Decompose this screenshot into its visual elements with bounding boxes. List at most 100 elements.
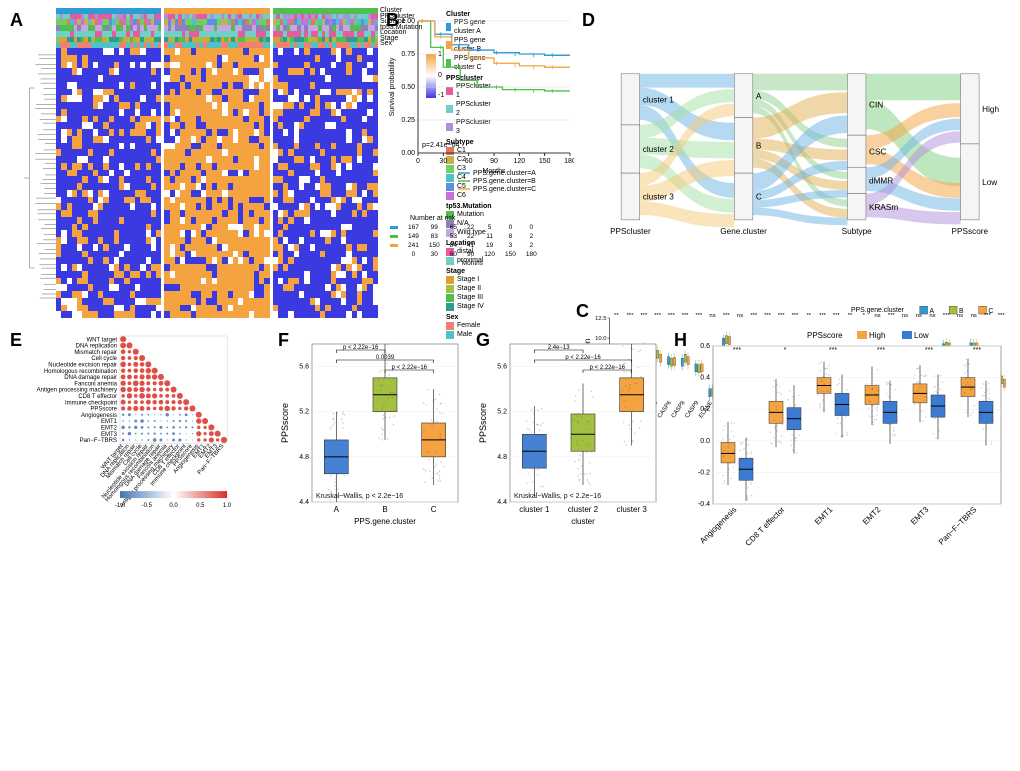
- svg-text:-0.2: -0.2: [698, 469, 710, 476]
- svg-text:EMT1: EMT1: [813, 505, 835, 527]
- svg-text:B: B: [382, 505, 387, 514]
- panel-a-label: A: [10, 10, 23, 31]
- svg-text:ns: ns: [957, 313, 963, 319]
- svg-text:ns: ns: [737, 313, 743, 319]
- svg-text:***: ***: [943, 313, 951, 319]
- svg-text:PPSscore: PPSscore: [807, 331, 843, 340]
- svg-text:CD8 T effector: CD8 T effector: [78, 394, 117, 400]
- svg-text:Angiogenesis: Angiogenesis: [81, 413, 117, 419]
- svg-text:0.2: 0.2: [700, 406, 710, 413]
- svg-text:dMMR: dMMR: [869, 177, 893, 186]
- svg-text:PPS.gene.cluster=C: PPS.gene.cluster=C: [473, 186, 536, 193]
- svg-text:0.6: 0.6: [700, 343, 710, 350]
- svg-text:Angiogenesis: Angiogenesis: [698, 505, 738, 545]
- svg-text:PPSscore: PPSscore: [952, 227, 989, 236]
- svg-text:5.6: 5.6: [497, 364, 507, 371]
- svg-text:**: **: [848, 313, 853, 319]
- panel-e-label: E: [10, 330, 22, 351]
- svg-text:EMT2: EMT2: [101, 426, 118, 432]
- panel-b: B 0.000.250.500.751.000306090120150180p=…: [384, 8, 574, 318]
- svg-text:Low: Low: [914, 331, 929, 340]
- risk-header: Number at risk: [410, 215, 574, 222]
- svg-text:EMT2: EMT2: [861, 505, 883, 527]
- svg-text:Homologous recombination: Homologous recombination: [44, 369, 117, 375]
- svg-text:0.00: 0.00: [401, 150, 415, 157]
- svg-text:-1.0: -1.0: [115, 503, 126, 509]
- svg-text:4.8: 4.8: [299, 454, 309, 461]
- svg-text:ns: ns: [929, 313, 935, 319]
- panel-c-label: C: [576, 301, 589, 322]
- svg-text:0.0039: 0.0039: [376, 355, 395, 361]
- heatmap-annotations: [56, 8, 378, 48]
- svg-text:cluster 2: cluster 2: [643, 145, 674, 154]
- svg-text:Kruskal−Wallis, p < 2.2e−16: Kruskal−Wallis, p < 2.2e−16: [514, 493, 601, 500]
- svg-text:***: ***: [998, 313, 1006, 319]
- svg-text:***: ***: [627, 313, 635, 319]
- svg-text:EMT3: EMT3: [909, 505, 931, 527]
- svg-text:Gene.cluster: Gene.cluster: [720, 227, 767, 236]
- svg-text:30: 30: [439, 158, 447, 165]
- svg-text:ns: ns: [971, 313, 977, 319]
- km-plot: 0.000.250.500.751.000306090120150180p=2.…: [384, 8, 574, 208]
- svg-text:B: B: [756, 141, 762, 150]
- panel-b-label: B: [386, 10, 399, 31]
- svg-text:KRASm: KRASm: [869, 203, 898, 212]
- svg-text:ns: ns: [916, 313, 922, 319]
- svg-text:CIN: CIN: [869, 101, 883, 110]
- svg-text:2.4e−13: 2.4e−13: [548, 345, 571, 351]
- svg-text:cluster 3: cluster 3: [617, 505, 648, 514]
- svg-text:PPS.gene.cluster=B: PPS.gene.cluster=B: [473, 178, 536, 185]
- svg-text:***: ***: [792, 313, 800, 319]
- svg-text:p < 2.22e−16: p < 2.22e−16: [590, 365, 626, 371]
- svg-text:***: ***: [888, 313, 896, 319]
- panel-h-boxplot: -0.4-0.20.00.20.40.6PPSscoreHighLow***An…: [672, 328, 1012, 556]
- svg-text:***: ***: [682, 313, 690, 319]
- svg-text:***: ***: [695, 313, 703, 319]
- panel-d: D cluster 1cluster 2cluster 3PPSclusterA…: [580, 8, 1012, 318]
- svg-text:***: ***: [925, 347, 933, 354]
- svg-text:0: 0: [416, 158, 420, 165]
- svg-text:0.0: 0.0: [700, 438, 710, 445]
- dendrogram-icon: [24, 48, 56, 308]
- svg-text:***: ***: [819, 313, 827, 319]
- svg-text:Subtype: Subtype: [842, 227, 873, 236]
- svg-text:p < 2.22e−16: p < 2.22e−16: [343, 345, 379, 351]
- svg-text:EMT3: EMT3: [101, 432, 118, 438]
- svg-text:Kruskal−Wallis, p < 2.2e−16: Kruskal−Wallis, p < 2.2e−16: [316, 493, 403, 500]
- svg-text:**: **: [614, 313, 619, 319]
- svg-text:PPSscore: PPSscore: [280, 403, 290, 443]
- svg-text:CD8 T effector: CD8 T effector: [744, 505, 787, 548]
- svg-text:A: A: [334, 505, 340, 514]
- svg-text:150: 150: [539, 158, 551, 165]
- svg-text:**: **: [806, 313, 811, 319]
- svg-text:Survival probability: Survival probability: [389, 57, 396, 116]
- svg-text:-0.4: -0.4: [698, 501, 710, 508]
- svg-text:PPSscore: PPSscore: [478, 403, 488, 443]
- risk-table: Number at risk 1679965225001498353221182…: [384, 215, 574, 269]
- svg-text:***: ***: [833, 313, 841, 319]
- svg-text:12.5: 12.5: [595, 316, 607, 322]
- svg-text:p < 2.22e−16: p < 2.22e−16: [565, 355, 601, 361]
- svg-text:0.50: 0.50: [401, 84, 415, 91]
- svg-text:Pan−F−TBRS: Pan−F−TBRS: [80, 438, 117, 444]
- svg-text:DNA replication: DNA replication: [76, 344, 117, 350]
- svg-text:Nucleotide excision repair: Nucleotide excision repair: [48, 363, 117, 369]
- svg-text:120: 120: [513, 158, 525, 165]
- svg-text:p=2.41e−04: p=2.41e−04: [422, 142, 459, 149]
- panel-f: F 4.44.85.25.6PPSscoreABCPPS.gene.cluste…: [276, 328, 466, 556]
- svg-text:PPS.gene.cluster: PPS.gene.cluster: [354, 517, 416, 526]
- svg-text:PPScluster: PPScluster: [610, 227, 651, 236]
- svg-text:C: C: [431, 505, 437, 514]
- svg-text:4.4: 4.4: [299, 499, 309, 506]
- svg-text:Immune checkpoint: Immune checkpoint: [65, 400, 117, 406]
- svg-text:60: 60: [465, 158, 473, 165]
- svg-text:C: C: [756, 193, 762, 202]
- svg-text:Mismatch repair: Mismatch repair: [74, 350, 117, 356]
- svg-text:Low: Low: [982, 178, 997, 187]
- svg-text:***: ***: [733, 347, 741, 354]
- svg-text:4.8: 4.8: [497, 454, 507, 461]
- svg-text:***: ***: [640, 313, 648, 319]
- svg-text:Fanconi anemia: Fanconi anemia: [74, 381, 117, 387]
- svg-text:p < 2.22e−16: p < 2.22e−16: [392, 365, 428, 371]
- svg-text:5.6: 5.6: [299, 364, 309, 371]
